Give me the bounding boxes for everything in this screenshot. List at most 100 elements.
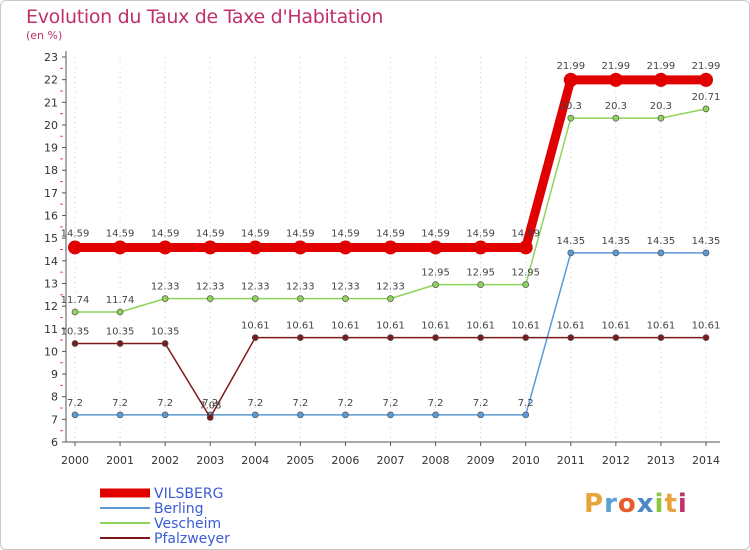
x-tick-label: 2006 [331, 454, 359, 467]
data-label-pfalzweyer: 10.61 [692, 321, 721, 332]
data-label-berling: 7.2 [383, 398, 399, 409]
data-point-pfalzweyer [297, 334, 304, 341]
data-label-pfalzweyer: 10.35 [151, 326, 180, 337]
data-label-vescheim: 20.3 [560, 101, 582, 112]
data-label-vescheim: 20.3 [650, 101, 672, 112]
data-label-berling: 7.2 [292, 398, 308, 409]
data-point-vescheim [206, 295, 214, 302]
data-label-vilsberg: 14.59 [331, 228, 360, 239]
data-point-vilsberg [338, 240, 353, 255]
data-point-vescheim [567, 114, 575, 122]
data-label-vilsberg: 14.59 [466, 228, 495, 239]
data-point-pfalzweyer [522, 334, 530, 341]
x-tick-label: 2003 [196, 454, 224, 467]
x-tick-label: 2010 [512, 454, 540, 467]
logo-letter: o [617, 489, 637, 519]
data-label-vilsberg: 21.99 [692, 61, 721, 72]
data-point-vilsberg [563, 72, 578, 87]
data-label-pfalzweyer: 10.35 [106, 326, 135, 337]
data-label-pfalzweyer: 10.61 [286, 321, 315, 332]
data-point-berling [297, 411, 304, 419]
data-label-berling: 7.2 [428, 398, 444, 409]
x-tick-label: 2001 [106, 454, 134, 467]
data-label-vescheim: 12.95 [466, 268, 495, 279]
data-label-berling: 7.2 [67, 398, 83, 409]
data-label-berling: 14.35 [602, 236, 631, 247]
data-point-vilsberg [473, 240, 488, 255]
x-tick-label: 2008 [422, 454, 450, 467]
data-point-pfalzweyer [657, 334, 665, 341]
data-point-berling [71, 411, 79, 419]
y-tick-label: 15 [44, 232, 58, 245]
y-tick-label: 8 [51, 391, 58, 404]
data-point-berling [522, 411, 530, 419]
data-point-vescheim [702, 105, 710, 113]
data-label-vilsberg: 21.99 [602, 61, 631, 72]
y-tick-label: 10 [44, 345, 58, 358]
data-label-berling: 7.2 [112, 398, 128, 409]
y-tick-label: 19 [44, 142, 58, 155]
data-label-vilsberg: 21.99 [556, 61, 585, 72]
data-point-pfalzweyer [567, 334, 575, 341]
data-point-vescheim [522, 281, 530, 288]
data-point-vescheim [612, 114, 620, 122]
x-tick-label: 2013 [647, 454, 675, 467]
data-point-pfalzweyer [116, 340, 124, 347]
y-tick-label: 12 [44, 300, 58, 313]
data-point-pfalzweyer [71, 340, 79, 347]
y-tick-label: 16 [44, 210, 58, 223]
data-point-pfalzweyer [702, 334, 710, 341]
data-label-vilsberg: 14.59 [151, 228, 180, 239]
data-label-berling: 14.35 [692, 236, 721, 247]
data-point-vilsberg [158, 240, 173, 255]
x-tick-label: 2002 [151, 454, 179, 467]
y-tick-label: 22 [44, 74, 58, 87]
data-point-vescheim [477, 281, 484, 288]
data-point-berling [702, 249, 710, 257]
data-label-vescheim: 12.33 [331, 282, 360, 293]
data-point-vescheim [387, 295, 394, 302]
y-tick-label: 18 [44, 164, 58, 177]
data-point-vescheim [251, 295, 259, 302]
x-tick-label: 2000 [61, 454, 89, 467]
logo-letter: i [654, 489, 665, 519]
data-point-pfalzweyer [432, 334, 439, 341]
data-label-pfalzweyer: 10.61 [647, 321, 676, 332]
data-point-berling [161, 411, 169, 419]
data-point-vescheim [657, 114, 665, 122]
data-label-vescheim: 12.33 [196, 282, 225, 293]
data-label-vilsberg: 21.99 [647, 61, 676, 72]
x-tick-label: 2014 [692, 454, 720, 467]
logo-letter: x [636, 489, 655, 519]
y-tick-label: 6 [51, 436, 58, 449]
data-label-pfalzweyer: 10.61 [511, 321, 540, 332]
x-tick-label: 2011 [557, 454, 585, 467]
logo-letter: t [664, 489, 678, 519]
x-tick-label: 2004 [241, 454, 269, 467]
data-label-vilsberg: 14.59 [511, 228, 540, 239]
logo-letter: P [584, 489, 605, 519]
data-point-berling [342, 411, 349, 419]
data-label-berling: 7.2 [473, 398, 489, 409]
y-tick-label: 11 [44, 323, 58, 336]
data-point-vilsberg [68, 240, 82, 255]
data-point-vescheim [342, 295, 349, 302]
logo-letter: i [677, 489, 688, 519]
data-point-berling [116, 411, 124, 419]
data-point-vilsberg [699, 72, 713, 87]
data-label-berling: 7.2 [157, 398, 173, 409]
data-label-vilsberg: 14.59 [241, 228, 270, 239]
data-label-vescheim: 12.33 [286, 282, 315, 293]
data-label-vescheim: 11.74 [106, 295, 135, 306]
y-tick-label: 9 [51, 368, 58, 381]
data-point-pfalzweyer [342, 334, 349, 341]
legend-label-vescheim: Vescheim [154, 516, 221, 532]
chart-title: Evolution du Taux de Taxe d'Habitation [26, 6, 384, 28]
data-point-berling [477, 411, 484, 419]
y-tick-label: 17 [44, 187, 58, 200]
data-point-vilsberg [203, 240, 218, 255]
data-label-pfalzweyer: 10.61 [331, 321, 360, 332]
data-point-berling [432, 411, 439, 419]
